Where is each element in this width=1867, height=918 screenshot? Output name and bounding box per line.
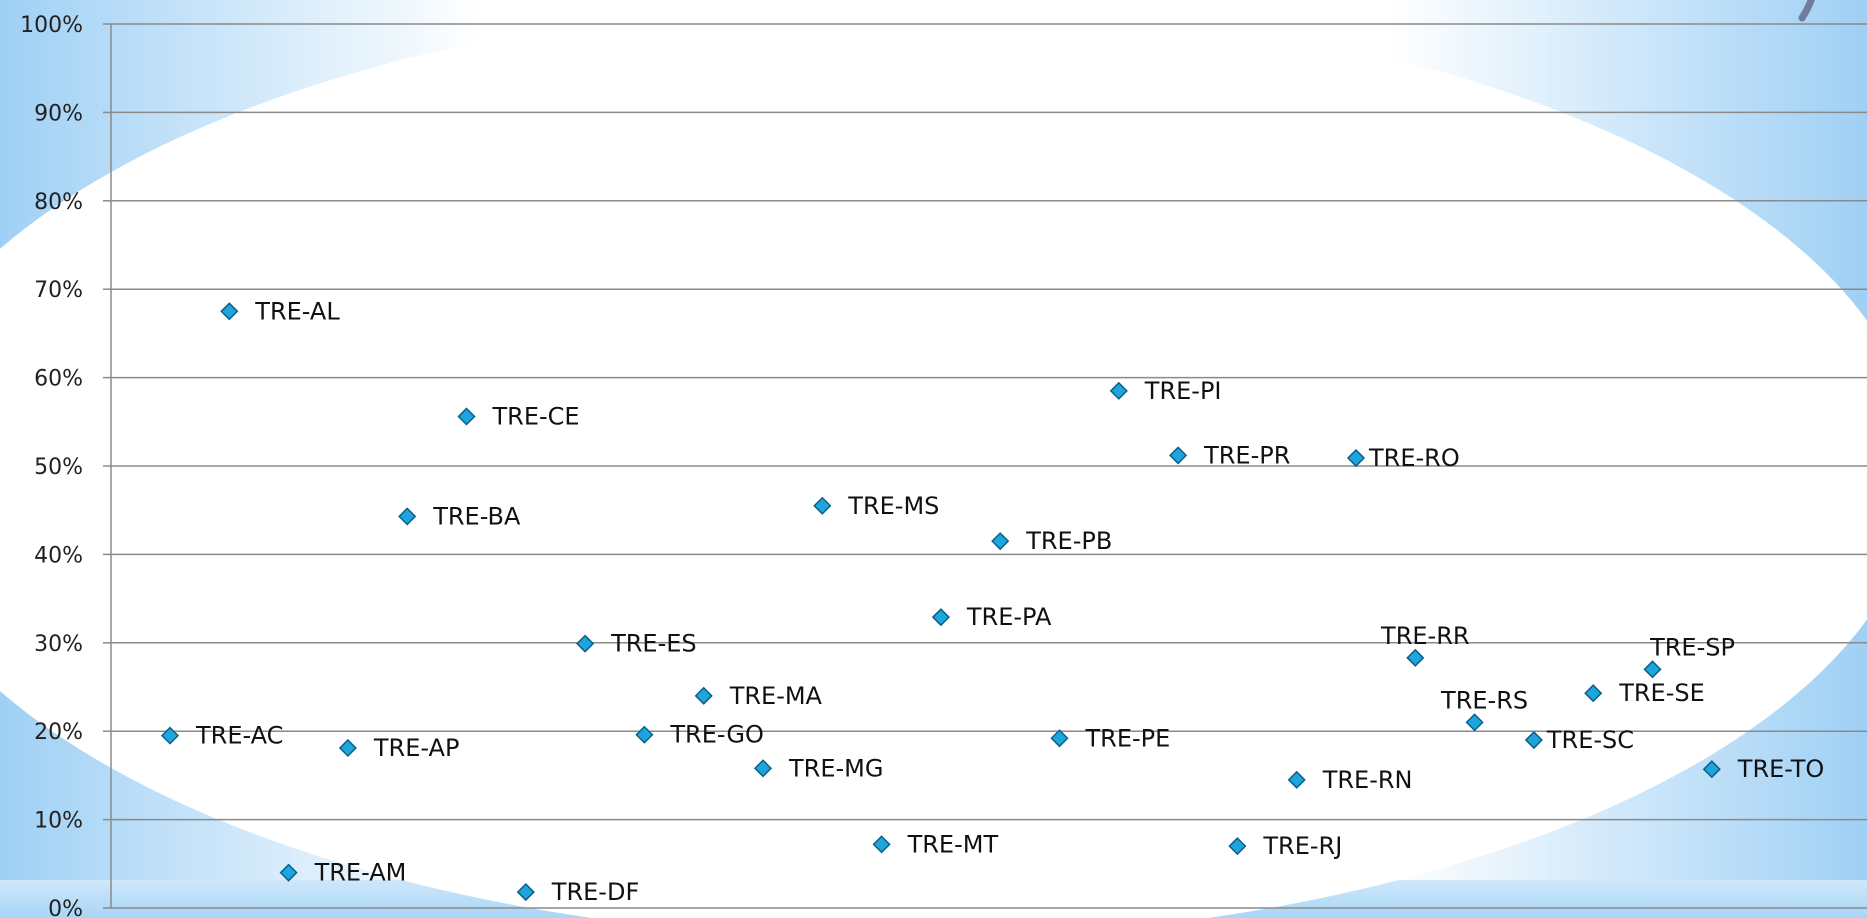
data-point-marker bbox=[340, 740, 356, 756]
y-tick-label: 60% bbox=[34, 367, 83, 392]
data-point-marker bbox=[281, 865, 297, 881]
data-point-label: TRE-BA bbox=[432, 502, 521, 530]
data-point-marker bbox=[1348, 450, 1364, 466]
data-point-label: TRE-PI bbox=[1144, 377, 1222, 405]
y-tick-label: 10% bbox=[34, 809, 83, 834]
data-point-label: TRE-MT bbox=[907, 830, 999, 858]
data-point-marker bbox=[1111, 383, 1127, 399]
data-point-label: TRE-SE bbox=[1618, 679, 1705, 707]
data-point-label: TRE-SC bbox=[1546, 726, 1634, 754]
y-axis-ticks: 0% 10% 20% 30% 40% 50% 60% 70% 80% 90% 100% bbox=[20, 13, 111, 918]
data-point-label: TRE-RS bbox=[1440, 686, 1528, 714]
y-tick-label: 100% bbox=[20, 13, 83, 38]
data-point-label: TRE-PB bbox=[1025, 527, 1112, 555]
y-tick-label: 20% bbox=[34, 720, 83, 745]
data-point-label: TRE-PR bbox=[1203, 441, 1290, 469]
data-point-marker bbox=[755, 760, 771, 776]
data-point-label: TRE-AC bbox=[195, 722, 283, 750]
data-point-label: TRE-CE bbox=[492, 402, 580, 430]
data-point-marker bbox=[933, 609, 949, 625]
data-point-label: TRE-ES bbox=[610, 630, 697, 658]
data-point-marker bbox=[992, 533, 1008, 549]
data-markers bbox=[162, 303, 1720, 900]
data-point-marker bbox=[814, 498, 830, 514]
data-point-marker bbox=[1289, 772, 1305, 788]
data-point-label: TRE-MA bbox=[729, 682, 823, 710]
y-tick-label: 80% bbox=[34, 190, 83, 215]
data-point-label: TRE-RJ bbox=[1262, 832, 1342, 860]
data-point-marker bbox=[1407, 650, 1423, 666]
data-point-label: TRE-DF bbox=[551, 878, 639, 906]
data-point-marker bbox=[874, 836, 890, 852]
data-point-label: TRE-AM bbox=[314, 859, 407, 887]
data-point-marker bbox=[1645, 661, 1661, 677]
data-point-marker bbox=[696, 688, 712, 704]
gridlines bbox=[111, 24, 1867, 908]
data-point-label: TRE-MS bbox=[847, 492, 939, 520]
data-point-label: TRE-PA bbox=[966, 603, 1052, 631]
y-tick-label: 40% bbox=[34, 543, 83, 568]
y-tick-label: 70% bbox=[34, 278, 83, 303]
data-point-marker bbox=[1526, 732, 1542, 748]
data-point-marker bbox=[399, 508, 415, 524]
data-point-marker bbox=[518, 884, 534, 900]
data-point-label: TRE-AL bbox=[254, 297, 340, 325]
data-point-marker bbox=[162, 728, 178, 744]
data-point-marker bbox=[1585, 685, 1601, 701]
data-point-label: TRE-RR bbox=[1380, 622, 1470, 650]
data-point-marker bbox=[577, 636, 593, 652]
data-point-marker bbox=[1229, 838, 1245, 854]
y-tick-label: 90% bbox=[34, 101, 83, 126]
y-tick-label: 0% bbox=[48, 897, 83, 918]
data-point-label: TRE-GO bbox=[669, 721, 764, 749]
data-point-label: TRE-MG bbox=[788, 754, 883, 782]
data-point-marker bbox=[1467, 714, 1483, 730]
data-point-label: TRE-AP bbox=[373, 734, 460, 762]
data-point-marker bbox=[1704, 761, 1720, 777]
data-point-marker bbox=[636, 727, 652, 743]
data-point-label: TRE-TO bbox=[1737, 755, 1825, 783]
y-tick-label: 50% bbox=[34, 455, 83, 480]
data-point-label: TRE-RO bbox=[1368, 444, 1460, 472]
data-point-marker bbox=[221, 303, 237, 319]
y-tick-label: 30% bbox=[34, 632, 83, 657]
data-point-marker bbox=[459, 408, 475, 424]
data-point-marker bbox=[1052, 730, 1068, 746]
data-point-label: TRE-SP bbox=[1649, 633, 1735, 661]
data-point-label: TRE-PE bbox=[1085, 724, 1171, 752]
data-labels: TRE-AC TRE-AL TRE-AM TRE-AP TRE-BA TRE-CE TRE-… bbox=[195, 297, 1824, 906]
data-point-marker bbox=[1170, 447, 1186, 463]
data-point-label: TRE-RN bbox=[1322, 766, 1413, 794]
